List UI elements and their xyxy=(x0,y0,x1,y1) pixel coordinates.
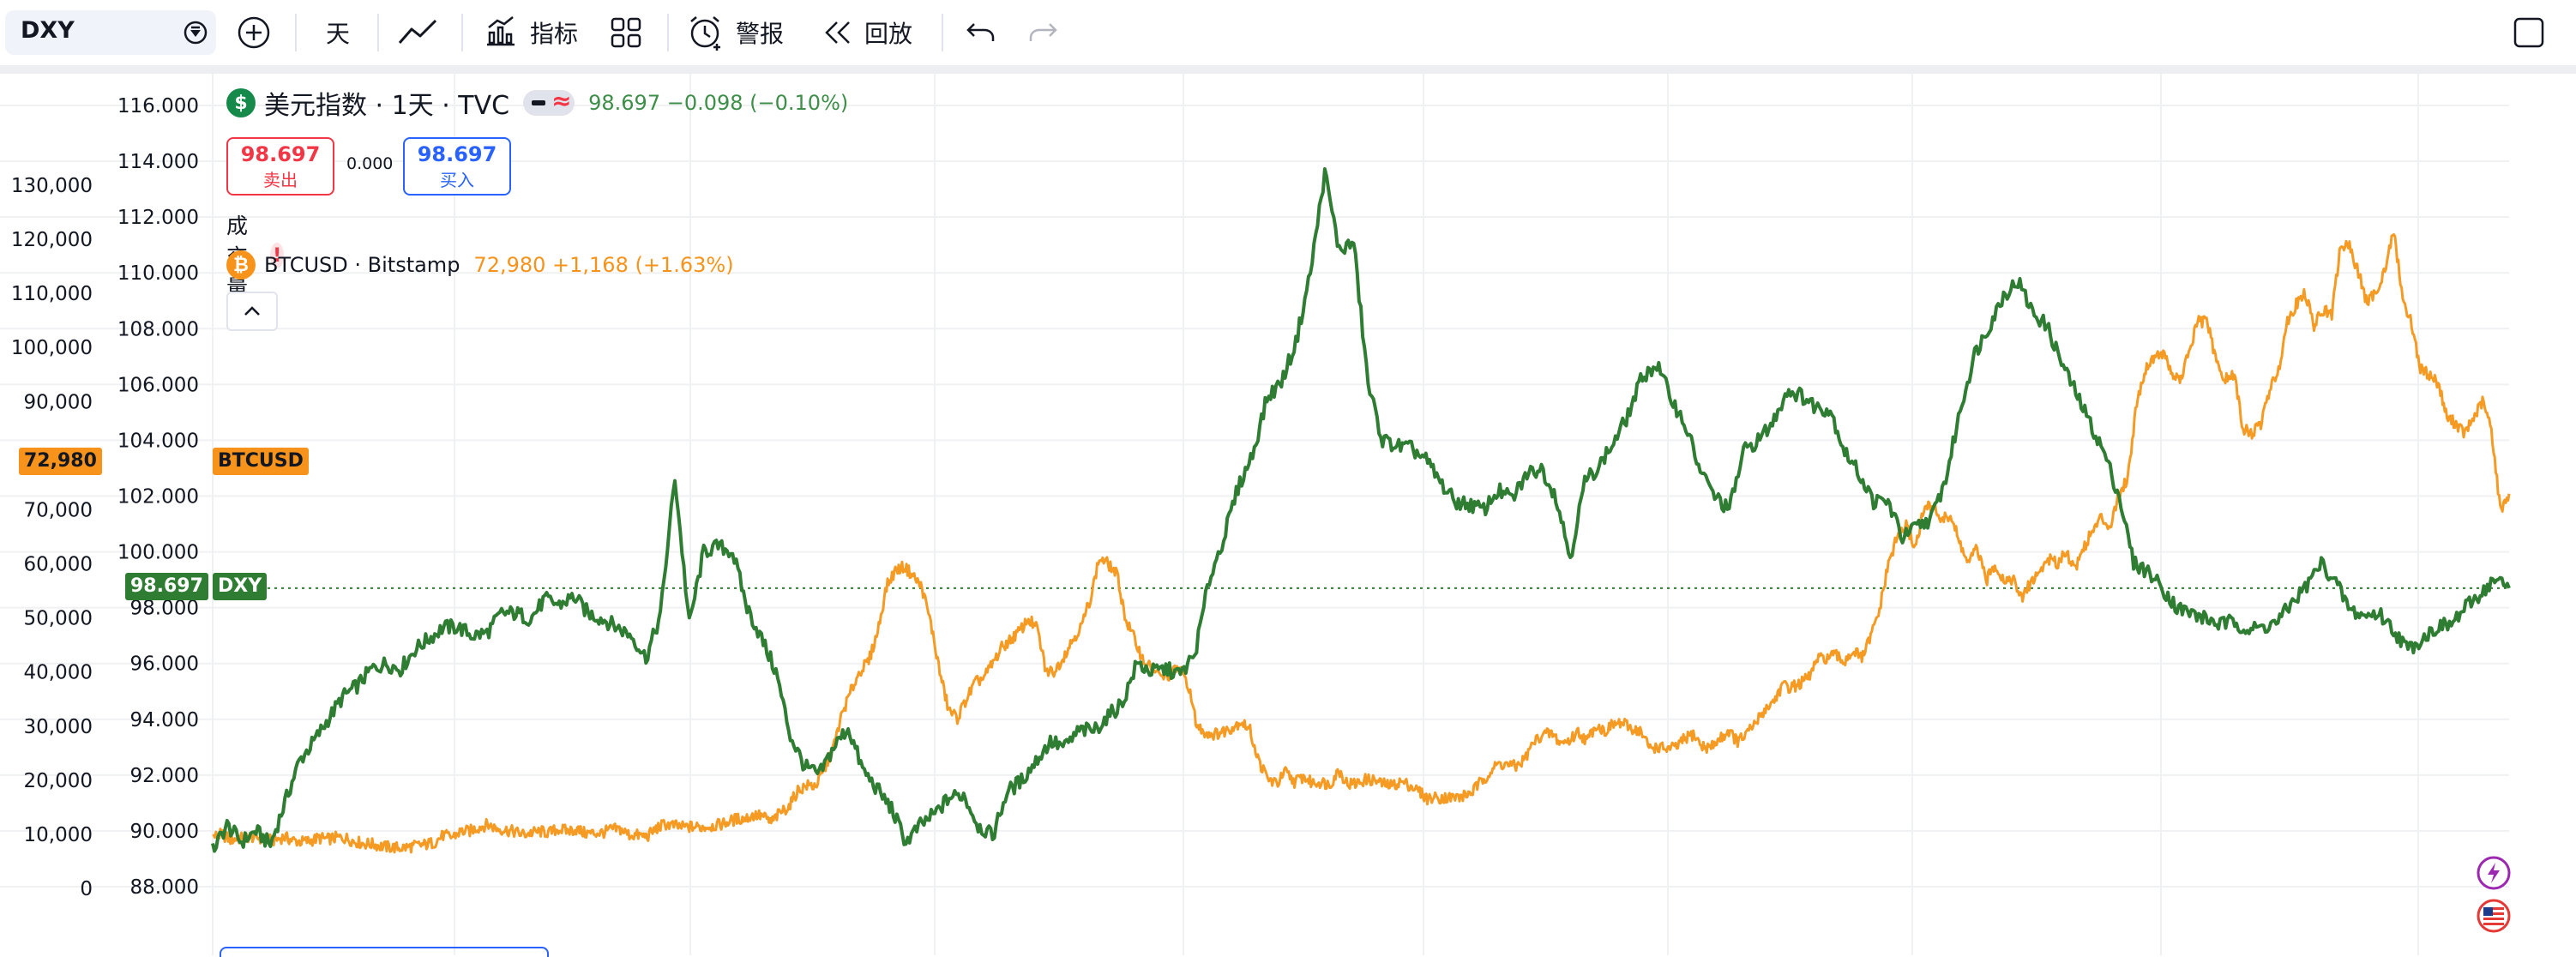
collapse-legend-button[interactable] xyxy=(226,292,278,331)
lightning-icon[interactable] xyxy=(2477,856,2511,890)
replay-button[interactable]: 回放 xyxy=(822,12,912,53)
warning-icon[interactable]: ! xyxy=(270,243,285,268)
buy-label: 买入 xyxy=(440,170,474,190)
left-axis-tick-label: 110,000 xyxy=(11,283,93,305)
compare-mode-pill[interactable]: ≈ xyxy=(523,87,575,116)
fullscreen-icon xyxy=(2513,17,2544,48)
dxy-axis-tick-label: 92.000 xyxy=(130,765,199,787)
toolbar-divider xyxy=(942,14,943,51)
symbol-options-icon[interactable] xyxy=(182,19,209,46)
sell-label: 卖出 xyxy=(263,170,298,190)
dxy-axis-tick-label: 98.000 xyxy=(130,598,199,620)
dxy-axis-tick-label: 100.000 xyxy=(117,542,199,564)
toolbar-divider xyxy=(667,14,669,51)
buy-button[interactable]: 98.697 买入 xyxy=(403,137,511,196)
compare-series-values: 72,980 +1,168 (+1.63%) xyxy=(473,253,734,277)
sell-button[interactable]: 98.697 卖出 xyxy=(226,137,334,196)
interval-label: 天 xyxy=(326,20,351,48)
bitcoin-coin-icon: ₿ xyxy=(226,250,256,280)
left-axis-tick-label: 90,000 xyxy=(24,391,93,413)
dxy-axis-tick-label: 114.000 xyxy=(117,151,199,173)
dxy-axis-tick-label: 110.000 xyxy=(117,262,199,285)
compare-series-title: BTCUSD · Bitstamp xyxy=(264,253,460,277)
main-series-legend[interactable]: $ 美元指数 · 1天 · TVC ≈ 98.697 −0.098 (−0.10… xyxy=(226,84,848,122)
left-axis-tick-label: 0 xyxy=(80,878,93,900)
replay-label: 回放 xyxy=(864,20,913,48)
dxy-axis-tick-label: 116.000 xyxy=(117,95,199,117)
left-axis-tick-label: 30,000 xyxy=(24,716,93,738)
approx-icon: ≈ xyxy=(551,87,572,115)
spread-value: 0.000 xyxy=(346,154,394,173)
price-chart[interactable]: 130,000120,000110,000100,00090,00080,000… xyxy=(0,74,2576,955)
dxy-axis-tick-label: 102.000 xyxy=(117,486,199,509)
dollar-coin-icon: $ xyxy=(226,88,256,117)
dxy-price-tag: 98.697 xyxy=(125,573,208,600)
btc-series-tag: BTCUSD xyxy=(213,448,309,475)
us-flag-icon[interactable] xyxy=(2477,899,2511,933)
dxy-axis-tick-label: 104.000 xyxy=(117,430,199,452)
btc-left-axis-tag: 72,980 xyxy=(19,448,102,475)
dash-icon xyxy=(532,100,546,105)
toolbar-divider xyxy=(295,14,297,51)
line-chart-icon xyxy=(398,19,437,44)
indicators-icon xyxy=(487,16,515,46)
layout-grid-icon xyxy=(611,17,641,48)
left-axis-tick-label: 60,000 xyxy=(24,554,93,576)
left-axis-tick-label: 10,000 xyxy=(24,824,93,846)
add-symbol-icon xyxy=(238,16,270,49)
dxy-series-line xyxy=(211,167,2511,853)
fullscreen-button[interactable] xyxy=(2511,12,2547,53)
chart-type-button[interactable] xyxy=(396,12,439,53)
dxy-axis-tick-label: 106.000 xyxy=(117,374,199,396)
main-series-values: 98.697 −0.098 (−0.10%) xyxy=(588,91,849,115)
left-axis-tick-label: 130,000 xyxy=(11,175,93,197)
main-series-title: 美元指数 · 1天 · TVC xyxy=(264,91,510,121)
symbol-name: DXY xyxy=(21,17,75,44)
timeline-scroll-handle[interactable] xyxy=(220,947,549,957)
btc-series-line xyxy=(212,233,2511,854)
left-axis-tick-label: 100,000 xyxy=(11,337,93,359)
dxy-axis-tick-label: 108.000 xyxy=(117,318,199,340)
alert-clock-icon xyxy=(690,16,720,51)
indicators-label: 指标 xyxy=(530,20,579,48)
dxy-axis-tick-label: 112.000 xyxy=(117,207,199,229)
buy-price: 98.697 xyxy=(417,142,497,166)
dxy-axis-tick-label: 88.000 xyxy=(130,876,199,899)
add-symbol-button[interactable] xyxy=(235,12,273,53)
dxy-axis-tick-label: 90.000 xyxy=(130,821,199,843)
indicators-button[interactable]: 指标 xyxy=(482,12,578,53)
sell-price: 98.697 xyxy=(240,142,321,166)
top-toolbar: DXY 天 指标 xyxy=(0,0,2576,74)
undo-button[interactable] xyxy=(964,12,998,53)
dxy-axis-tick-label: 96.000 xyxy=(130,653,199,676)
left-axis-tick-label: 120,000 xyxy=(11,229,93,251)
chevron-up-icon xyxy=(244,306,260,316)
dxy-axis-tick-label: 94.000 xyxy=(130,709,199,731)
toolbar-divider xyxy=(461,14,463,51)
left-axis-tick-label: 20,000 xyxy=(24,770,93,792)
left-axis-tick-label: 70,000 xyxy=(24,499,93,521)
symbol-search-box[interactable]: DXY xyxy=(5,10,216,55)
left-axis-tick-label: 50,000 xyxy=(24,608,93,630)
alerts-label: 警报 xyxy=(736,20,785,48)
redo-icon xyxy=(1029,23,1057,41)
redo-button[interactable] xyxy=(1026,12,1060,53)
left-axis-tick-label: 40,000 xyxy=(24,662,93,684)
replay-icon xyxy=(825,21,850,44)
interval-button[interactable]: 天 xyxy=(326,12,350,53)
undo-icon xyxy=(966,23,995,41)
compare-series-legend[interactable]: ₿ BTCUSD · Bitstamp 72,980 +1,168 (+1.63… xyxy=(226,250,734,280)
toolbar-divider xyxy=(377,14,379,51)
chart-area[interactable]: 130,000120,000110,000100,00090,00080,000… xyxy=(0,74,2576,957)
dxy-series-tag: DXY xyxy=(213,573,268,600)
alerts-button[interactable]: 警报 xyxy=(686,12,784,53)
layout-button[interactable] xyxy=(609,12,643,53)
